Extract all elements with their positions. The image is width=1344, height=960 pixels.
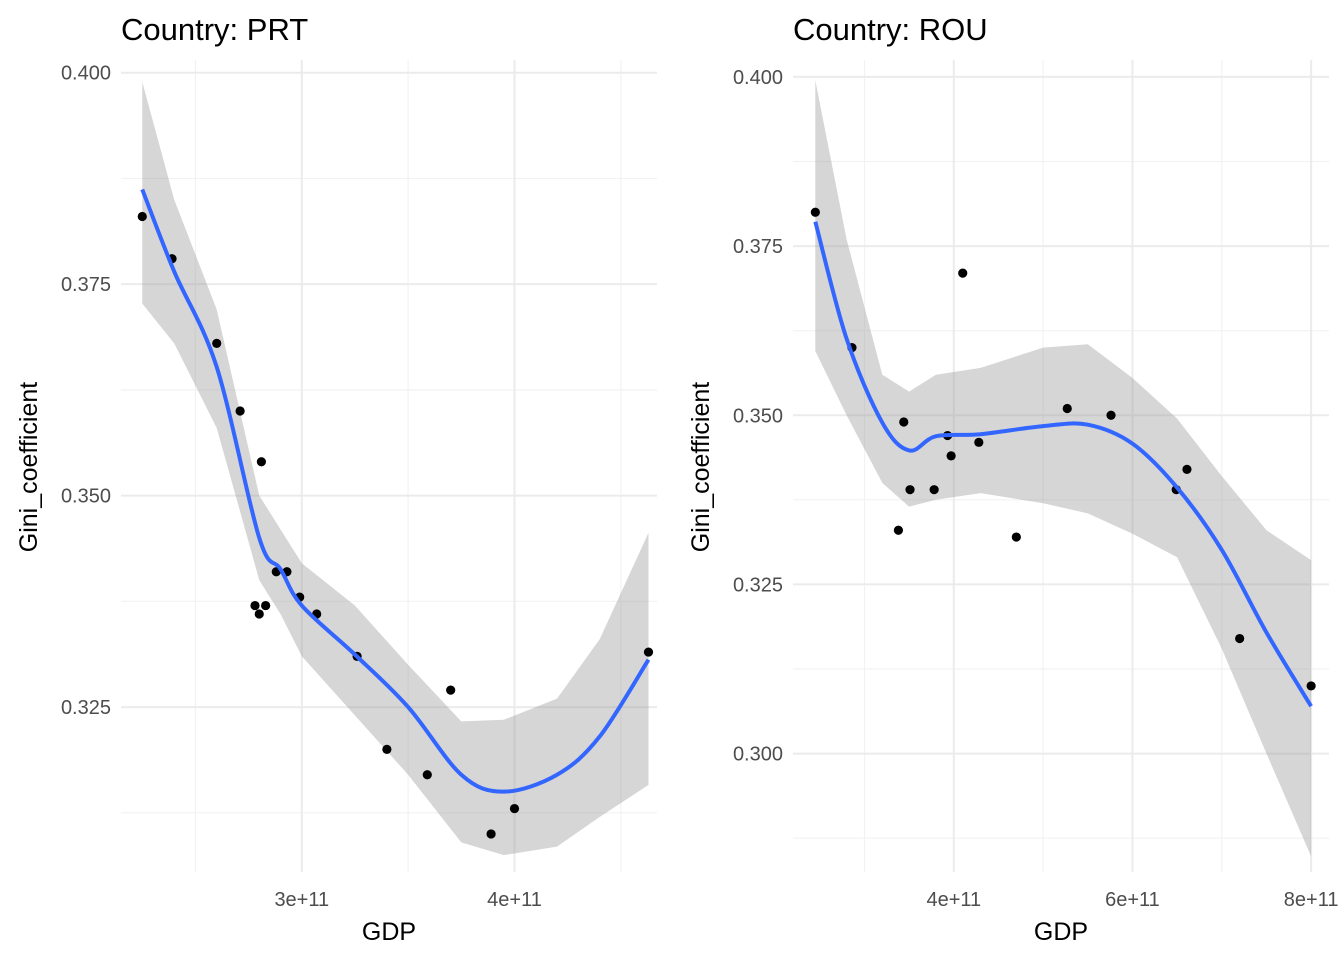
- panel-title: Country: ROU: [793, 12, 988, 47]
- data-point: [256, 457, 266, 467]
- confidence-ribbon: [815, 80, 1312, 857]
- gridlines: [793, 60, 1329, 872]
- data-point: [1182, 464, 1192, 474]
- data-point: [212, 338, 222, 348]
- data-point: [974, 437, 984, 447]
- x-axis-label: GDP: [1034, 918, 1088, 946]
- data-point: [486, 829, 496, 839]
- x-tick-label: 4e+11: [926, 889, 981, 911]
- data-point: [946, 451, 956, 461]
- y-tick-label: 0.325: [733, 574, 783, 596]
- data-point: [1062, 403, 1072, 414]
- data-point: [382, 744, 392, 754]
- y-tick-label: 0.400: [733, 67, 783, 89]
- x-axis-label: GDP: [362, 918, 416, 946]
- x-tick-label: 6e+11: [1105, 889, 1160, 911]
- panel-rou: Country: ROU GDP Gini_coefficient 0.400 0…: [687, 12, 1338, 946]
- data-point: [446, 685, 456, 695]
- data-point: [1306, 681, 1316, 691]
- y-axis-label: Gini_coefficient: [687, 382, 715, 553]
- gridlines: [121, 60, 657, 872]
- data-point: [929, 485, 939, 495]
- y-tick-label: 0.325: [61, 697, 111, 719]
- panel-prt: Country: PRT GDP Gini_coefficient 0.400 0…: [15, 12, 657, 946]
- data-point: [235, 406, 245, 416]
- y-tick-label: 0.350: [61, 486, 111, 508]
- data-point: [893, 525, 904, 535]
- data-point: [899, 417, 909, 427]
- data-point: [509, 803, 520, 814]
- data-point: [1011, 532, 1021, 542]
- data-point: [643, 647, 654, 657]
- data-point: [1235, 633, 1245, 644]
- confidence-ribbon: [142, 82, 649, 856]
- panel-title: Country: PRT: [121, 12, 308, 47]
- y-axis-label: Gini_coefficient: [15, 382, 43, 553]
- data-point: [422, 770, 432, 780]
- data-point: [958, 268, 968, 278]
- y-tick-label: 0.350: [733, 405, 783, 427]
- data-point: [810, 207, 820, 217]
- y-tick-label: 0.375: [733, 236, 783, 258]
- data-point: [905, 485, 915, 495]
- data-point: [254, 609, 264, 619]
- x-tick-label: 3e+11: [274, 889, 329, 911]
- loess-smooth-line: [140, 188, 651, 794]
- data-point: [250, 600, 260, 611]
- data-point: [137, 211, 147, 222]
- x-tick-label: 4e+11: [487, 889, 542, 911]
- y-tick-label: 0.375: [61, 274, 111, 296]
- loess-smooth-line: [813, 221, 1313, 708]
- data-point: [1106, 410, 1116, 420]
- x-tick-label: 8e+11: [1284, 889, 1339, 911]
- y-tick-label: 0.400: [61, 63, 111, 85]
- y-tick-label: 0.300: [733, 744, 783, 766]
- data-point: [261, 600, 271, 611]
